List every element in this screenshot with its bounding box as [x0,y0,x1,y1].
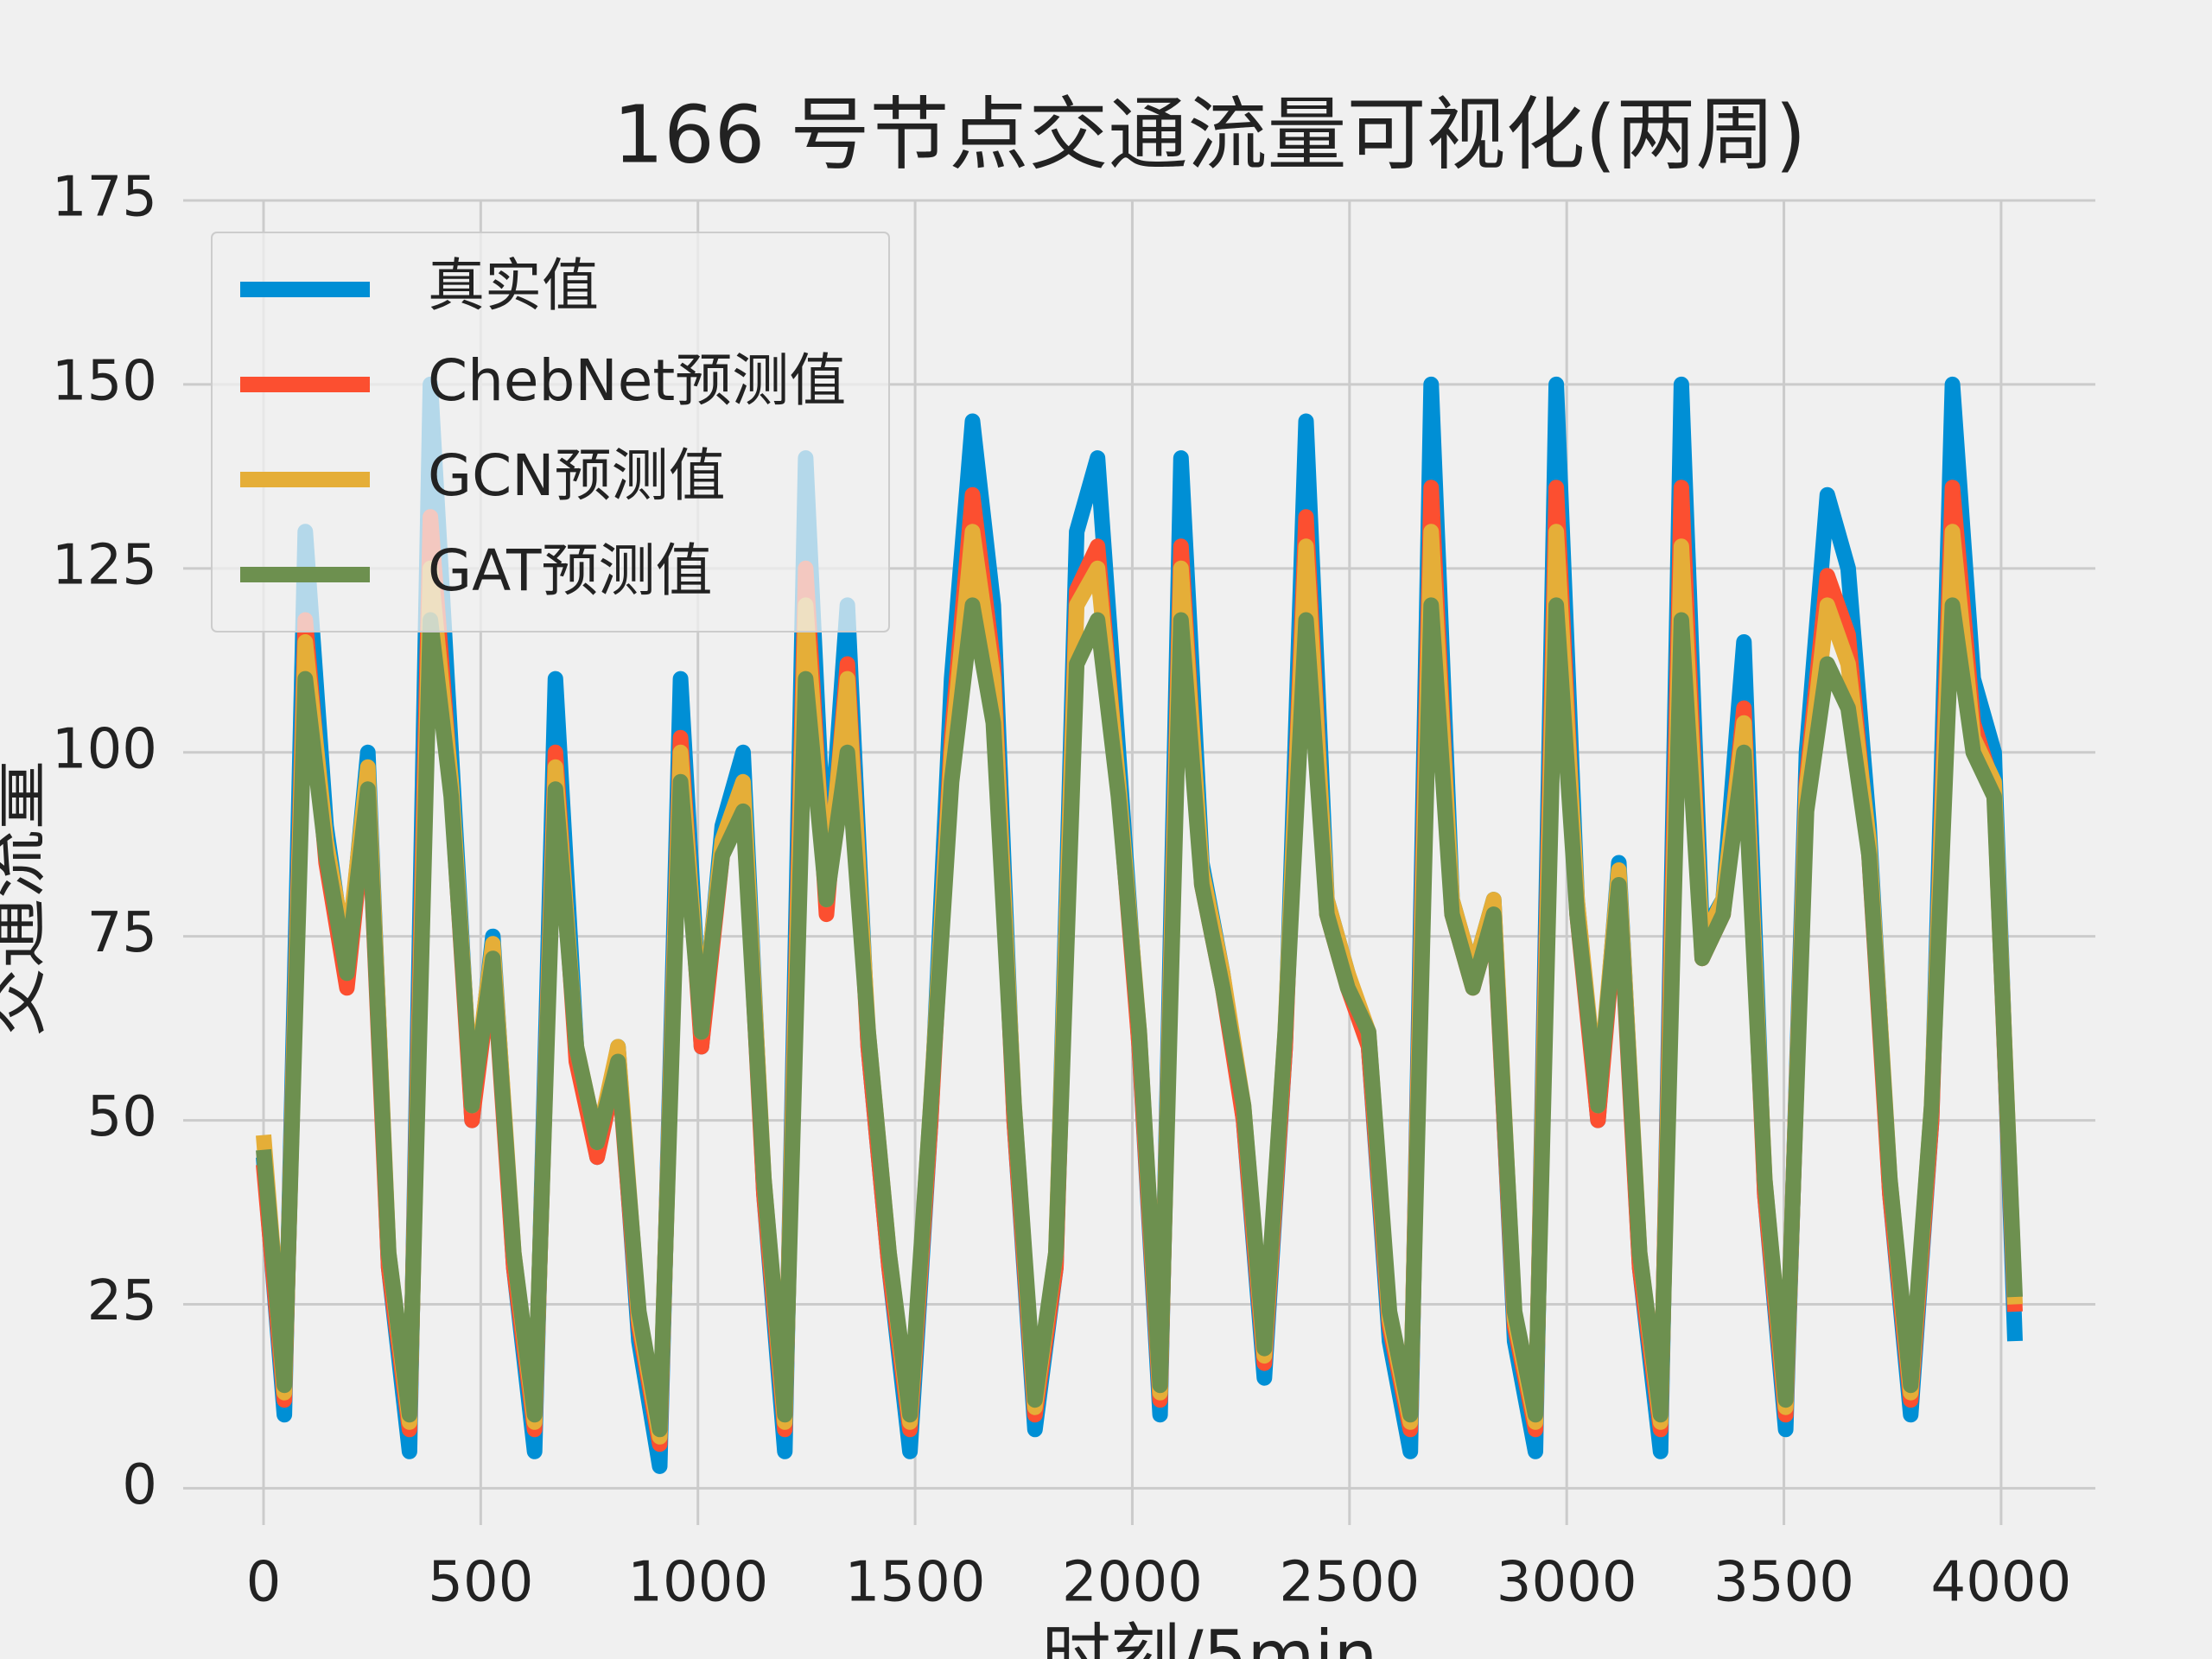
legend-label: GCN预测值 [428,442,726,509]
y-tick-label: 175 [52,166,157,230]
x-tick-label: 1000 [627,1551,768,1615]
x-tick-label: 1500 [845,1551,986,1615]
chart-title: 166 号节点交通流量可视化(两周) [613,88,1807,181]
x-axis-label: 时刻/5min [1042,1616,1378,1659]
legend-box [211,232,890,632]
y-tick-label: 125 [52,533,157,597]
data-line [256,597,2023,1438]
y-tick-label: 150 [52,349,157,413]
y-tick-label: 25 [87,1269,157,1333]
x-tick-label: 3000 [1497,1551,1637,1615]
y-tick-label: 50 [87,1085,157,1149]
legend: 真实值 ChebNet预测值 GCN预测值 GAT预测值 [211,232,890,632]
x-tick-label: 2500 [1279,1551,1420,1615]
x-tick-label: 0 [246,1551,282,1615]
legend-label: ChebNet预测值 [428,347,846,414]
x-tick-label: 500 [428,1551,533,1615]
x-tick-label: 4000 [1930,1551,2071,1615]
legend-label: 真实值 [428,252,599,319]
y-tick-label: 100 [52,717,157,781]
legend-label: GAT预测值 [428,537,712,604]
y-axis-label: 交通流量 [0,760,54,1037]
x-tick-label: 3500 [1713,1551,1854,1615]
y-tick-label: 0 [122,1453,157,1517]
x-tick-label: 2000 [1062,1551,1203,1615]
y-tick-label: 75 [87,901,157,965]
